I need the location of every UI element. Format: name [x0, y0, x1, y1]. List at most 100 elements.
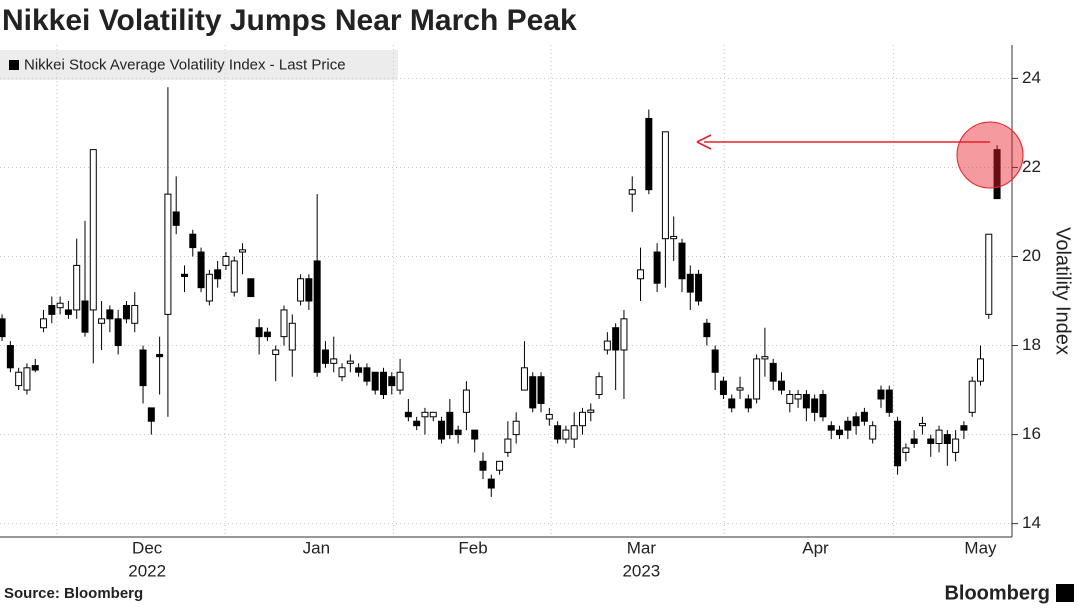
candle-body	[894, 420, 902, 467]
candle-body	[247, 278, 255, 298]
candle-body	[852, 416, 860, 427]
candle-body	[711, 349, 719, 373]
candle-body	[520, 367, 528, 391]
annotation-arrowhead	[696, 134, 712, 150]
candle-body	[421, 411, 429, 418]
candle-body	[73, 264, 81, 311]
candle-body	[189, 233, 197, 249]
candle-body	[255, 327, 263, 338]
candle-body	[23, 367, 31, 391]
candle-body	[645, 117, 653, 191]
candle-body	[388, 376, 396, 387]
legend-box	[0, 50, 398, 80]
candle-body	[15, 371, 23, 387]
candle-body	[429, 411, 437, 418]
candle-body	[595, 376, 603, 396]
candle-body	[106, 309, 114, 320]
candle-body	[48, 304, 56, 315]
candle-body	[703, 322, 711, 338]
candle-body	[396, 371, 404, 391]
candle-body	[31, 365, 39, 371]
candle-body	[512, 420, 520, 436]
candle-body	[885, 389, 893, 413]
chart-title: Nikkei Volatility Jumps Near March Peak	[2, 4, 577, 37]
candle-body	[156, 353, 164, 358]
candle-body	[131, 304, 139, 324]
candle-body	[379, 371, 387, 396]
candle-body	[753, 358, 761, 400]
brand-icon	[1056, 584, 1074, 602]
candle-body	[612, 327, 620, 351]
candle-body	[968, 380, 976, 413]
candle-body	[744, 398, 752, 409]
candle-body	[413, 420, 421, 427]
candle-body	[321, 349, 329, 364]
candle-body	[728, 398, 736, 409]
candle-body	[438, 420, 446, 440]
candle-body	[802, 394, 810, 409]
candle-body	[40, 318, 48, 329]
candle-body	[719, 380, 727, 396]
candle-body	[545, 414, 553, 420]
candle-body	[769, 362, 777, 382]
candle-body	[122, 304, 130, 320]
year-label: 2023	[622, 561, 660, 580]
candle-body	[952, 438, 960, 453]
candle-body	[404, 411, 412, 418]
candle-body	[205, 273, 213, 302]
candle-body	[180, 273, 188, 278]
candle-body	[479, 460, 487, 471]
candle-body	[338, 367, 346, 378]
candle-body	[313, 260, 321, 373]
candle-body	[603, 340, 611, 351]
candle-body	[363, 367, 371, 382]
candle-body	[446, 411, 454, 436]
candle-body	[330, 358, 338, 364]
candle-body	[529, 376, 537, 409]
x-tick-label: May	[964, 538, 997, 557]
candle-body	[239, 249, 247, 253]
candle-body	[288, 322, 296, 351]
candle-body	[844, 420, 852, 431]
candle-body	[0, 318, 6, 338]
candle-body	[761, 356, 769, 360]
y-tick-label: 14	[1022, 513, 1041, 532]
candle-body	[263, 331, 271, 338]
candle-body	[570, 425, 578, 440]
candle-body	[64, 309, 72, 315]
y-tick-label: 16	[1022, 424, 1041, 443]
candle-body	[794, 394, 802, 400]
candle-body	[827, 425, 835, 431]
candle-body	[81, 300, 89, 333]
candle-body	[56, 302, 64, 309]
candle-body	[504, 438, 512, 453]
candle-body	[993, 149, 1001, 200]
legend-swatch	[9, 60, 19, 70]
x-tick-label: Apr	[802, 538, 829, 557]
candle-body	[943, 434, 951, 444]
candle-body	[214, 269, 222, 280]
candle-body	[164, 193, 172, 315]
candle-body	[454, 429, 462, 436]
candle-body	[139, 349, 147, 387]
candle-body	[960, 425, 968, 431]
candle-body	[653, 251, 661, 284]
candle-body	[462, 389, 470, 413]
candle-body	[628, 189, 636, 195]
candle-body	[280, 309, 288, 338]
annotation-circle	[956, 121, 1024, 189]
candle-body	[6, 345, 14, 369]
candle-body	[230, 260, 238, 293]
candle-body	[836, 429, 844, 436]
candle-body	[670, 235, 678, 240]
candle-body	[869, 425, 877, 440]
candle-body	[578, 411, 586, 427]
candle-body	[695, 273, 703, 302]
candle-body	[587, 409, 595, 413]
candle-body	[620, 318, 628, 351]
candle-body	[678, 242, 686, 280]
candle-body	[860, 411, 868, 422]
x-tick-label: Feb	[458, 538, 487, 557]
candle-body	[910, 438, 918, 444]
